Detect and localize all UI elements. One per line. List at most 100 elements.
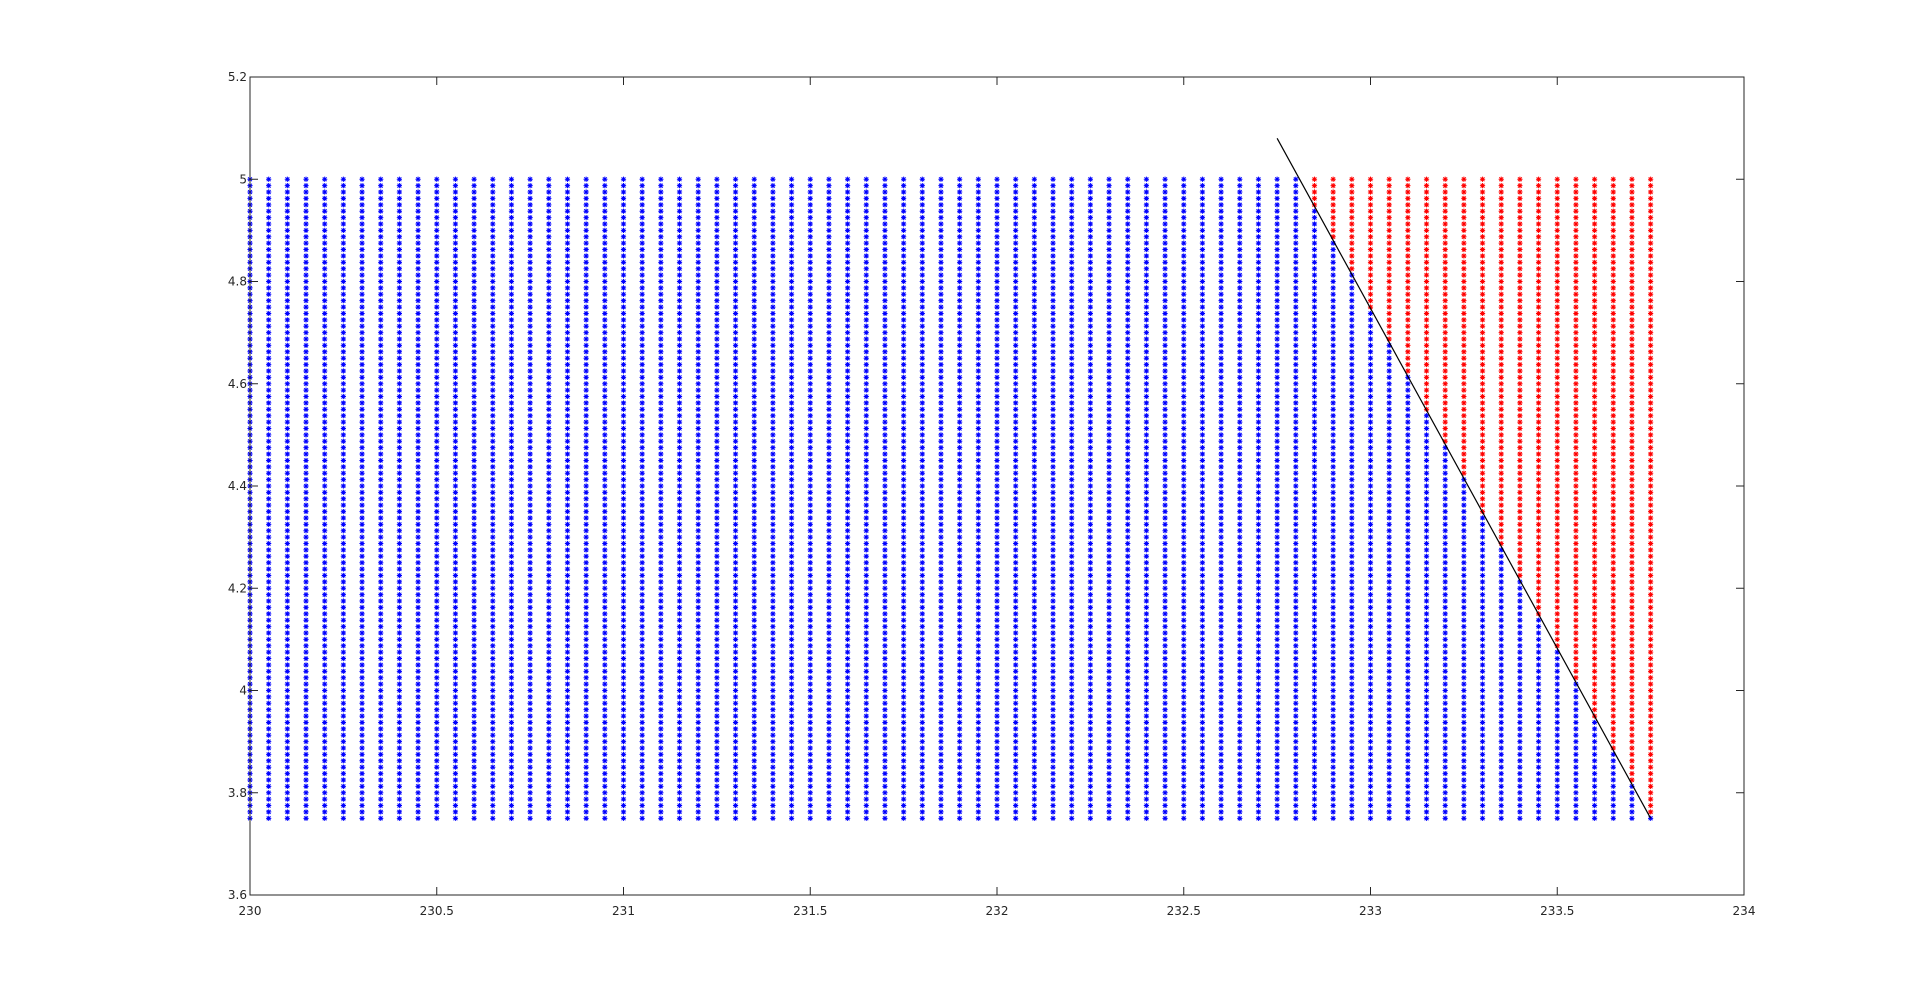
point-column-blue [583, 176, 589, 821]
x-tick-label: 233.5 [1540, 904, 1574, 918]
point-column-blue [1125, 176, 1131, 821]
point-column-blue [1367, 310, 1374, 821]
point-column-blue [1498, 547, 1504, 821]
point-column-blue [1610, 751, 1616, 821]
point-column-blue [527, 176, 533, 821]
point-column-red [1573, 176, 1579, 681]
point-column-red [1386, 176, 1392, 342]
x-tick-labels: 230 230.5 231 231.5 232 232.5 233 233.5 234 [239, 904, 1756, 918]
point-column-red [1610, 176, 1616, 751]
y-tick-label: 5.2 [228, 70, 247, 84]
point-column-blue [620, 176, 627, 821]
point-column-blue [1517, 579, 1523, 821]
point-column-blue [1405, 374, 1411, 821]
point-column-blue [490, 176, 496, 821]
point-column-blue [1181, 176, 1187, 821]
point-column-red [1554, 176, 1560, 649]
point-column-blue [826, 176, 832, 821]
x-tick-label: 232.5 [1167, 904, 1201, 918]
point-column-blue [602, 176, 608, 821]
point-column-blue [564, 176, 571, 821]
point-column-blue [1554, 649, 1560, 821]
point-column-red [1592, 176, 1598, 719]
point-column-red [1442, 176, 1448, 444]
point-column-red [1367, 176, 1374, 310]
point-column-blue [1423, 413, 1430, 821]
point-column-blue [396, 176, 402, 821]
point-column-blue [359, 176, 365, 821]
point-column-blue [546, 176, 552, 821]
point-column-blue [1237, 176, 1243, 821]
y-tick-labels: 3.6 3.8 4 4.2 4.4 4.6 4.8 5 5.2 [228, 70, 247, 902]
point-column-blue [751, 176, 757, 821]
point-column-red [1648, 176, 1654, 815]
point-column-blue [1592, 719, 1598, 821]
point-column-red [1330, 176, 1336, 240]
x-tick-label: 231 [612, 904, 635, 918]
point-column-red [1461, 176, 1467, 476]
point-column-blue [1274, 176, 1280, 821]
point-column-blue [1031, 176, 1037, 821]
point-column-blue [957, 176, 963, 821]
point-column-red [1349, 176, 1355, 272]
point-column-blue [845, 176, 851, 821]
point-column-red [1517, 176, 1523, 579]
point-column-blue [639, 176, 645, 821]
point-column-blue [1349, 272, 1355, 821]
y-tick-label: 3.8 [228, 786, 247, 800]
point-column-blue [340, 176, 346, 821]
point-column-blue [1218, 176, 1224, 821]
point-column-blue [1069, 176, 1075, 821]
point-column-blue [1050, 176, 1056, 821]
point-column-blue [1461, 477, 1467, 821]
y-tick-label: 4.2 [228, 581, 247, 595]
point-column-blue [1255, 176, 1262, 821]
x-tick-label: 231.5 [793, 904, 827, 918]
x-tick-label: 230 [239, 904, 262, 918]
point-column-blue [508, 176, 515, 821]
point-column-blue [284, 176, 290, 821]
boundary-line [1276, 138, 1652, 819]
point-column-red [1405, 176, 1411, 374]
point-column-blue [452, 176, 459, 821]
point-column-blue [1293, 176, 1299, 821]
point-column-blue [303, 176, 309, 821]
x-tick-label: 232 [986, 904, 1009, 918]
x-tick-label: 234 [1733, 904, 1756, 918]
point-column-blue [1106, 176, 1112, 821]
point-column-blue [1199, 176, 1206, 821]
point-column-blue [1162, 176, 1168, 821]
y-tick-label: 5 [239, 172, 247, 186]
point-column-blue [863, 176, 869, 821]
boundary-line-layer [1276, 138, 1652, 819]
point-column-blue [714, 176, 720, 821]
y-tick-label: 4 [239, 684, 247, 698]
y-tick-label: 4.8 [228, 275, 247, 289]
point-column-blue [1386, 342, 1392, 821]
x-tick-label: 233 [1359, 904, 1382, 918]
point-column-blue [732, 176, 739, 821]
point-column-blue [788, 176, 795, 821]
point-column-blue [658, 176, 664, 821]
point-column-blue [415, 176, 421, 821]
point-column-red [1629, 176, 1635, 783]
point-column-blue [994, 176, 1000, 821]
point-column-blue [471, 176, 477, 821]
point-column-blue [676, 176, 683, 821]
y-tick-label: 4.6 [228, 377, 247, 391]
point-column-blue [1330, 240, 1336, 821]
point-column-blue [322, 176, 328, 821]
point-column-blue [1479, 515, 1486, 821]
point-column-blue [695, 176, 701, 821]
point-column-blue [266, 176, 272, 821]
point-column-blue [1573, 681, 1579, 821]
point-column-blue [770, 176, 776, 821]
point-column-blue [1087, 176, 1093, 821]
point-column-blue [807, 176, 813, 821]
y-tick-label: 4.4 [228, 479, 247, 493]
point-column-blue [938, 176, 944, 821]
y-tick-label: 3.6 [228, 888, 247, 902]
point-column-blue [1143, 176, 1149, 821]
point-column-blue [1648, 815, 1654, 821]
